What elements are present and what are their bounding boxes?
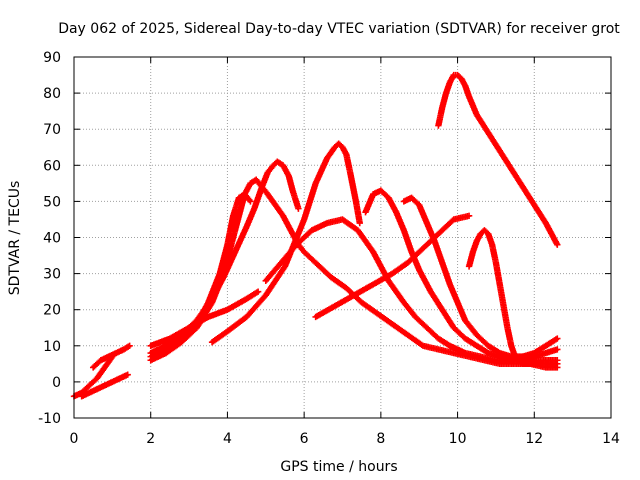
series-s3	[78, 371, 131, 400]
series-s7-points	[147, 288, 262, 349]
axis-ticks: 0 2 4 6 8 10 12 14 -10 0 10 20 30 40 50 60 70 80 90	[38, 50, 620, 447]
series-s8-points	[208, 140, 363, 346]
series-s6-points	[147, 158, 302, 357]
series-s14-points	[465, 227, 561, 368]
series-s10	[312, 212, 473, 321]
series-s7	[147, 288, 262, 349]
x-axis-label: GPS time / hours	[280, 459, 397, 475]
series-s2	[89, 342, 133, 371]
series-s6	[147, 158, 302, 357]
x-tick-label: 6	[300, 431, 309, 447]
series-s14	[465, 227, 561, 368]
y-tick-label: 80	[43, 86, 61, 102]
series-s9	[262, 216, 561, 364]
series-s2-points	[89, 342, 133, 371]
y-tick-label: 70	[43, 122, 61, 138]
y-tick-label: 20	[43, 303, 61, 319]
y-tick-label: 90	[43, 50, 61, 66]
x-tick-label: 2	[146, 431, 155, 447]
x-tick-label: 8	[376, 431, 385, 447]
x-tick-label: 10	[449, 431, 467, 447]
data-marks	[70, 71, 561, 400]
x-tick-label: 0	[70, 431, 79, 447]
x-tick-label: 12	[525, 431, 543, 447]
x-tick-label: 14	[602, 431, 620, 447]
y-tick-label: 60	[43, 158, 61, 174]
y-tick-label: 0	[52, 375, 61, 391]
chart-title: Day 062 of 2025, Sidereal Day-to-day VTE…	[58, 21, 620, 37]
y-tick-label: 30	[43, 267, 61, 283]
y-axis-label: SDTVAR / TECUs	[7, 181, 23, 296]
series-s13	[435, 71, 561, 248]
series-s12-points	[400, 194, 561, 360]
series-s13-points	[435, 71, 561, 248]
series-s3-points	[78, 371, 131, 400]
y-tick-label: 10	[43, 339, 61, 355]
series-s10-points	[312, 212, 473, 321]
series-s12	[400, 194, 561, 360]
grid	[74, 57, 611, 418]
series-s9-points	[262, 216, 561, 364]
y-tick-label: 50	[43, 194, 61, 210]
y-tick-label: 40	[43, 231, 61, 247]
x-tick-label: 4	[223, 431, 232, 447]
series-s8	[208, 140, 363, 346]
y-tick-label: -10	[38, 411, 61, 427]
